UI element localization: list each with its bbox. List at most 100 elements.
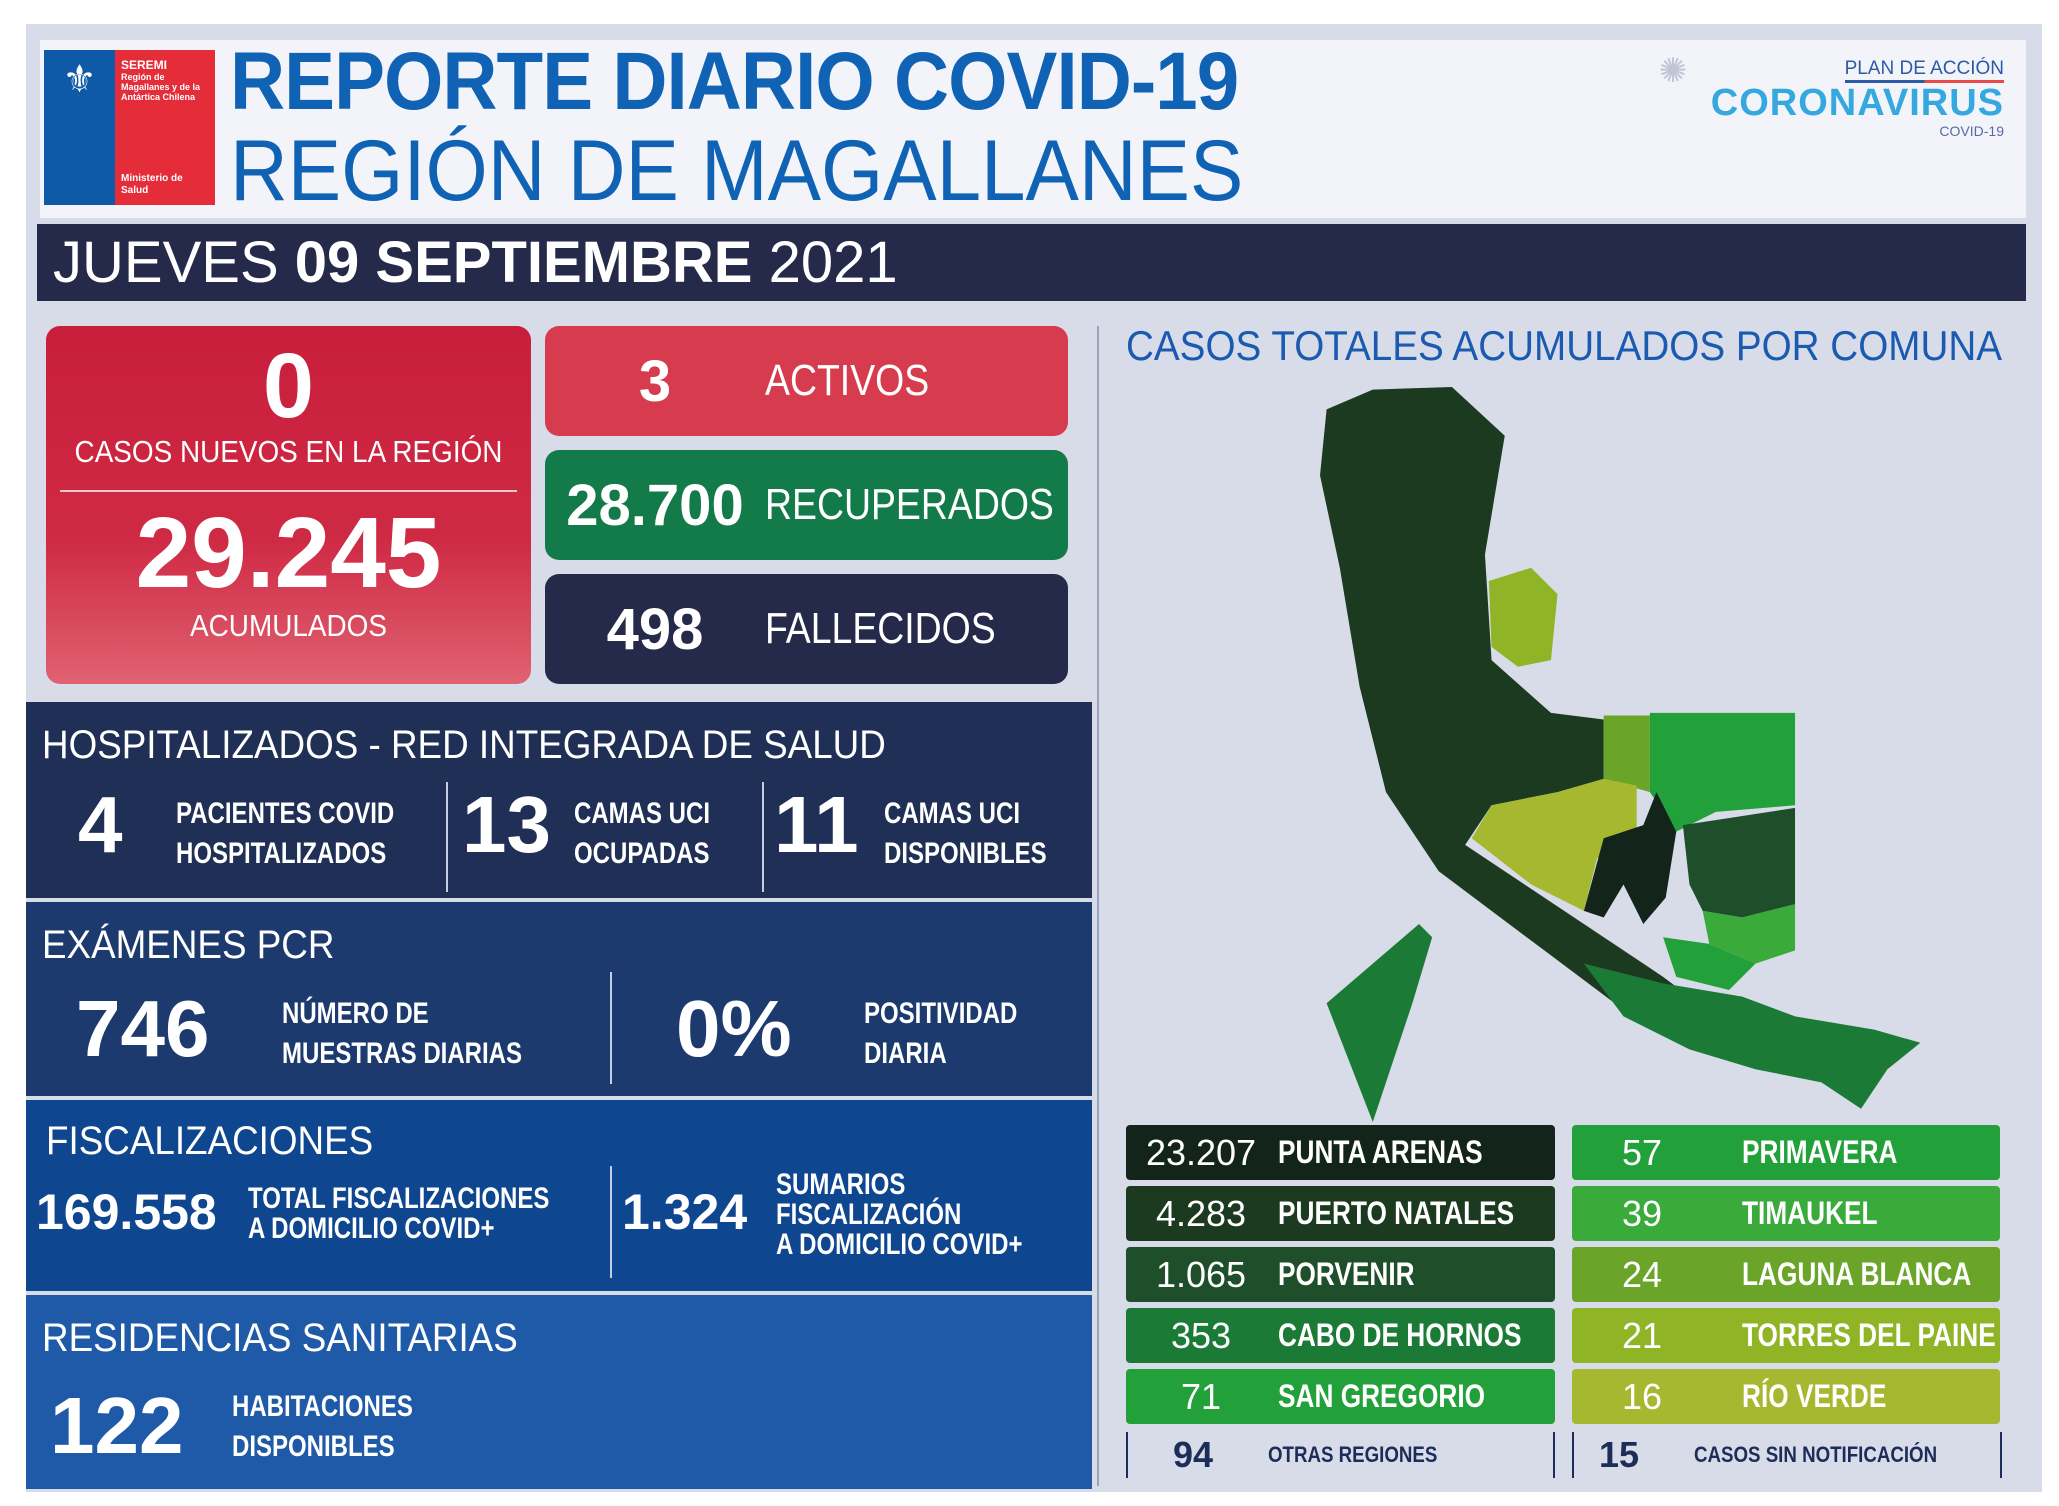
recovered-value: 28.700 bbox=[566, 472, 744, 538]
new-cases-value: 0 bbox=[262, 335, 315, 437]
positivity-value: 0% bbox=[676, 984, 792, 1073]
new-cases-label: CASOS NUEVOS EN LA REGIÓN bbox=[74, 434, 503, 469]
campaign-name: CORONAVIRUS bbox=[1710, 82, 2004, 124]
other-regions: 94 OTRAS REGIONES bbox=[1126, 1432, 1555, 1478]
legend-name: PRIMAVERA bbox=[1742, 1134, 1898, 1170]
divider bbox=[610, 972, 612, 1084]
region-map bbox=[1320, 386, 1921, 1122]
legend-name: PORVENIR bbox=[1278, 1256, 1415, 1292]
legend-value: 23.207 bbox=[1145, 1131, 1257, 1173]
positivity-label: POSITIVIDAD DIARIA bbox=[864, 997, 1018, 1070]
residences-title: RESIDENCIAS SANITARIAS bbox=[42, 1316, 518, 1360]
day-month: 09 SEPTIEMBRE bbox=[294, 230, 753, 295]
deceased-value: 498 bbox=[606, 596, 704, 662]
date-bar: JUEVES 09 SEPTIEMBRE 2021 bbox=[37, 224, 2026, 301]
legend-name: CABO DE HORNOS bbox=[1278, 1317, 1522, 1353]
coronavirus-logo: ✺ PLAN DE ACCIÓN CORONAVIRUS COVID-19 bbox=[1659, 54, 2004, 139]
legend-row: 57 PRIMAVERA bbox=[1572, 1125, 2000, 1180]
other-regions-value: 94 bbox=[1172, 1434, 1214, 1475]
map-primavera bbox=[1702, 904, 1796, 964]
new-cases-card: 0 CASOS NUEVOS EN LA REGIÓN 29.245 ACUMU… bbox=[46, 326, 531, 684]
legend-row: 71 SAN GREGORIO bbox=[1126, 1369, 1555, 1424]
residences-section: RESIDENCIAS SANITARIAS 122 HABITACIONES D… bbox=[26, 1295, 1092, 1489]
icu-occupied-label: CAMAS UCI OCUPADAS bbox=[574, 797, 710, 870]
accumulated-label: ACUMULADOS bbox=[190, 608, 387, 643]
map-laguna-blanca bbox=[1603, 715, 1650, 793]
logo-ministry: Ministerio de Salud bbox=[121, 173, 183, 196]
inspections-total-value: 169.558 bbox=[36, 1184, 217, 1240]
legend-row: 1.065 PORVENIR bbox=[1126, 1247, 1555, 1302]
legend-value: 39 bbox=[1621, 1192, 1663, 1234]
deceased-card: 498 FALLECIDOS bbox=[545, 574, 1068, 684]
icu-available-label: CAMAS UCI DISPONIBLES bbox=[884, 797, 1047, 870]
logo-seremi: SEREMI bbox=[121, 58, 168, 72]
legend-value: 4.283 bbox=[1155, 1192, 1247, 1234]
legend-name: SAN GREGORIO bbox=[1278, 1378, 1486, 1414]
legend-value: 24 bbox=[1621, 1253, 1663, 1295]
legend-name: RÍO VERDE bbox=[1742, 1378, 1887, 1414]
pcr-title: EXÁMENES PCR bbox=[42, 923, 335, 967]
map-torres-del-paine bbox=[1488, 567, 1558, 667]
year: 2021 bbox=[768, 230, 898, 295]
accumulated-value: 29.245 bbox=[135, 497, 442, 609]
hospital-title: HOSPITALIZADOS - RED INTEGRADA DE SALUD bbox=[42, 723, 886, 767]
seremi-logo: ⚜ SEREMI Región de Magallanes y de la Ant… bbox=[44, 50, 215, 205]
legend-row: 39 TIMAUKEL bbox=[1572, 1186, 2000, 1241]
legend-value: 353 bbox=[1170, 1314, 1232, 1356]
icu-available-value: 11 bbox=[774, 780, 859, 869]
map-punta-arenas bbox=[1583, 792, 1677, 925]
legend-name: PUERTO NATALES bbox=[1278, 1195, 1515, 1231]
legend-name: LAGUNA BLANCA bbox=[1742, 1256, 1972, 1292]
page-title: REPORTE DIARIO COVID-19 bbox=[230, 36, 1239, 127]
samples-label: NÚMERO DE MUESTRAS DIARIAS bbox=[282, 997, 523, 1070]
header bbox=[40, 40, 2026, 218]
covid-patients-label: PACIENTES COVID HOSPITALIZADOS bbox=[176, 797, 395, 870]
active-card: 3 ACTIVOS bbox=[545, 326, 1068, 436]
unnotified-value: 15 bbox=[1598, 1434, 1640, 1475]
legend-name: TIMAUKEL bbox=[1742, 1195, 1878, 1231]
campaign-sub: COVID-19 bbox=[1939, 123, 2004, 139]
divider bbox=[610, 1166, 612, 1278]
summaries-label: SUMARIOS FISCALIZACIÓN A DOMICILIO COVID+ bbox=[776, 1168, 1023, 1261]
page-subtitle: REGIÓN DE MAGALLANES bbox=[230, 123, 1244, 219]
map-cabo-de-hornos bbox=[1583, 963, 1921, 1109]
coat-of-arms-icon: ⚜ bbox=[44, 50, 115, 205]
inspections-title: FISCALIZACIONES bbox=[46, 1119, 374, 1163]
legend-value: 57 bbox=[1621, 1131, 1663, 1173]
map-porvenir bbox=[1682, 807, 1796, 918]
rooms-value: 122 bbox=[50, 1381, 184, 1470]
divider bbox=[762, 782, 764, 892]
map-antarctic-territory bbox=[1326, 924, 1433, 1122]
legend-value: 1.065 bbox=[1155, 1253, 1247, 1295]
legend-row: 21 TORRES DEL PAINE bbox=[1572, 1308, 2000, 1363]
recovered-label: RECUPERADOS bbox=[765, 480, 1054, 529]
legend-row: 24 LAGUNA BLANCA bbox=[1572, 1247, 2000, 1302]
deceased-label: FALLECIDOS bbox=[765, 604, 996, 653]
pcr-section: EXÁMENES PCR 746 NÚMERO DE MUESTRAS DIARI… bbox=[26, 902, 1092, 1096]
legend-value: 16 bbox=[1621, 1375, 1663, 1417]
rooms-label: HABITACIONES DISPONIBLES bbox=[232, 1390, 413, 1463]
legend-row: 353 CABO DE HORNOS bbox=[1126, 1308, 1555, 1363]
legend-name: PUNTA ARENAS bbox=[1278, 1134, 1483, 1170]
active-value: 3 bbox=[638, 348, 672, 414]
recovered-card: 28.700 RECUPERADOS bbox=[545, 450, 1068, 560]
inspections-section: FISCALIZACIONES 169.558 TOTAL FISCALIZAC… bbox=[26, 1100, 1092, 1291]
divider bbox=[1097, 326, 1099, 1486]
legend-name: TORRES DEL PAINE bbox=[1742, 1317, 1996, 1353]
divider bbox=[60, 490, 517, 492]
legend-value: 71 bbox=[1180, 1375, 1222, 1417]
legend-value: 21 bbox=[1621, 1314, 1663, 1356]
icu-occupied-value: 13 bbox=[462, 780, 551, 869]
legend-row: 23.207 PUNTA ARENAS bbox=[1126, 1125, 1555, 1180]
map-puerto-natales bbox=[1320, 386, 1716, 1030]
plan-label: PLAN DE ACCIÓN bbox=[1844, 58, 2004, 83]
legend-row: 16 RÍO VERDE bbox=[1572, 1369, 2000, 1424]
map-san-gregorio bbox=[1649, 712, 1796, 832]
unnotified-cases: 15 CASOS SIN NOTIFICACIÓN bbox=[1572, 1432, 2002, 1478]
inspections-total-label: TOTAL FISCALIZACIONES A DOMICILIO COVID+ bbox=[248, 1182, 550, 1245]
logo-region: Región de Magallanes y de la Antártica C… bbox=[121, 72, 201, 102]
virus-icon: ✺ bbox=[1658, 52, 1688, 90]
weekday: JUEVES bbox=[53, 230, 279, 295]
map-timaukel bbox=[1663, 937, 1756, 991]
samples-value: 746 bbox=[76, 984, 210, 1073]
